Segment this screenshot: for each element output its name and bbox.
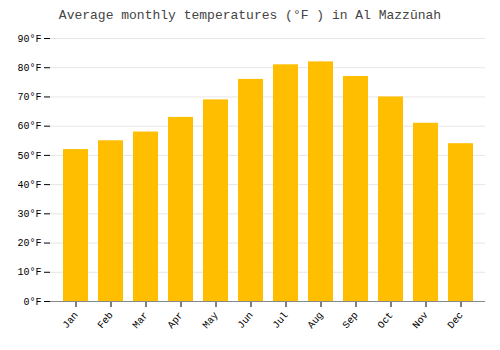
- svg-text:80°F: 80°F: [17, 63, 41, 74]
- svg-text:60°F: 60°F: [17, 121, 41, 132]
- svg-text:Jul: Jul: [271, 310, 291, 331]
- svg-text:0°F: 0°F: [23, 297, 41, 308]
- svg-text:Jan: Jan: [61, 310, 81, 331]
- svg-text:Nov: Nov: [411, 310, 431, 331]
- svg-text:Apr: Apr: [166, 310, 186, 331]
- svg-text:Sep: Sep: [341, 310, 361, 331]
- svg-text:May: May: [201, 310, 221, 331]
- svg-text:Dec: Dec: [446, 310, 466, 331]
- svg-text:30°F: 30°F: [17, 209, 41, 220]
- html-text:Average monthly temperatures (: Average monthly temperatures (°F ) in Al…: [58, 8, 442, 23]
- svg-text:90°F: 90°F: [17, 34, 41, 45]
- svg-text:50°F: 50°F: [17, 151, 41, 162]
- svg-text:40°F: 40°F: [17, 180, 41, 191]
- svg-text:10°F: 10°F: [17, 267, 41, 278]
- svg-text:70°F: 70°F: [17, 92, 41, 103]
- svg-text:Mar: Mar: [131, 310, 151, 331]
- svg-text:Feb: Feb: [96, 310, 116, 331]
- svg-text:20°F: 20°F: [17, 238, 41, 249]
- svg-text:Aug: Aug: [306, 310, 326, 331]
- svg-text:Oct: Oct: [376, 310, 396, 331]
- svg-text:Jun: Jun: [236, 310, 256, 331]
